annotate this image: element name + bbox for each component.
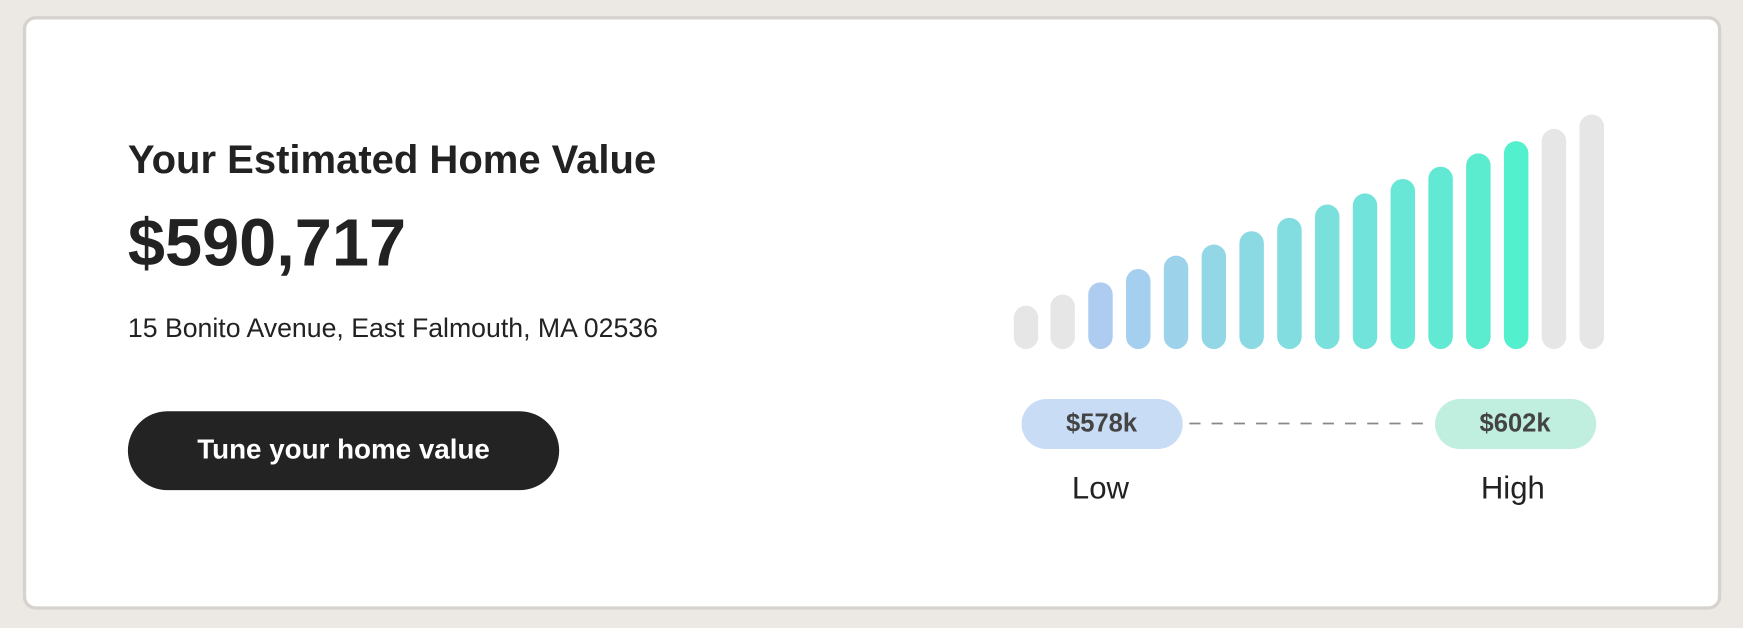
address: 15 Bonito Avenue, East Falmouth, MA 0253… <box>128 313 658 343</box>
estimated-value: $590,717 <box>128 206 406 280</box>
title: Your Estimated Home Value <box>128 138 656 182</box>
bar <box>1239 231 1264 350</box>
high-value: $602k <box>1480 409 1552 437</box>
bar <box>1390 178 1416 350</box>
bar <box>1466 153 1491 350</box>
bar <box>1201 244 1227 350</box>
button-label[interactable]: Tune your home value <box>197 434 490 465</box>
bar <box>1013 305 1039 350</box>
high-label: High <box>1481 470 1545 505</box>
low-pill <box>1021 399 1183 450</box>
bar <box>1503 141 1529 350</box>
bar <box>1277 217 1302 350</box>
bar <box>1541 128 1567 350</box>
bar <box>1088 282 1113 350</box>
bar <box>1163 255 1189 350</box>
low-value: $578k <box>1066 409 1138 437</box>
bar <box>1579 114 1604 350</box>
bar <box>1050 294 1075 350</box>
bar <box>1314 204 1340 350</box>
tune-button[interactable]: Tune your home value <box>127 411 560 491</box>
button-background[interactable] <box>127 411 560 491</box>
low-label: Low <box>1072 470 1130 505</box>
bar <box>1428 166 1453 350</box>
high-pill <box>1435 399 1597 450</box>
bar <box>1352 193 1378 350</box>
value-bars <box>1013 114 1604 350</box>
bar <box>1126 268 1151 350</box>
